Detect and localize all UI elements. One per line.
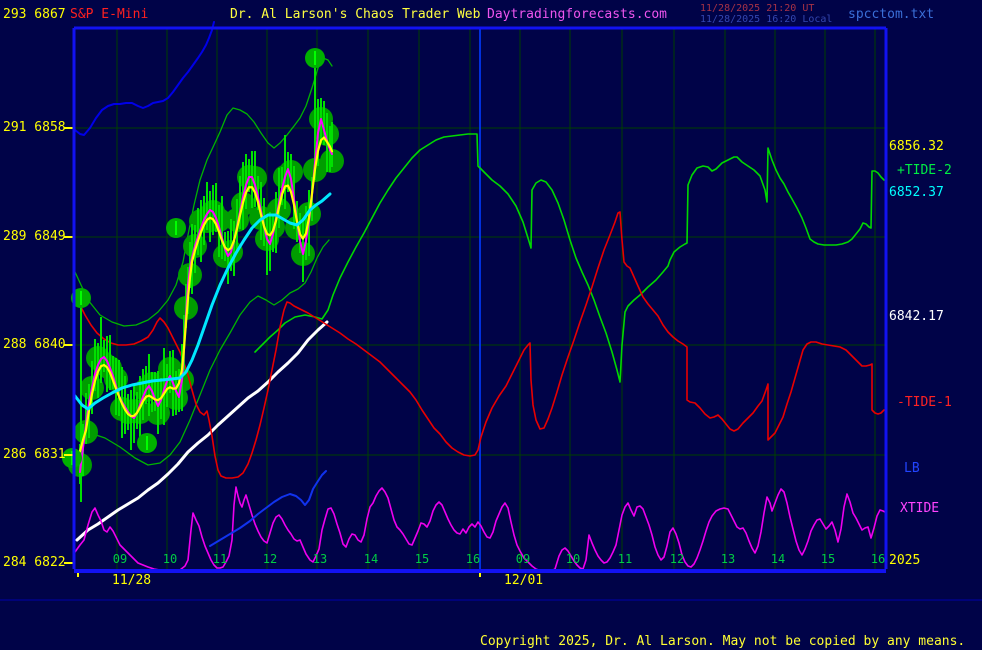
right-label-6852-37: 6852.37 [889, 185, 944, 200]
hour-tick-label: 09 [112, 552, 128, 566]
year-label: 2025 [889, 553, 921, 568]
right-label-6842-17: 6842.17 [889, 309, 944, 324]
timestamp-ut: 11/28/2025 21:20 UT [700, 3, 815, 14]
hour-tick-label: 15 [820, 552, 836, 566]
data-file-label: spcctom.txt [848, 7, 935, 22]
hour-tick-label: 10 [162, 552, 178, 566]
hour-tick-label: 16 [465, 552, 481, 566]
hour-tick-label: 11 [212, 552, 228, 566]
hour-tick-label: 13 [312, 552, 328, 566]
hour-tick-label: 12 [669, 552, 685, 566]
right-label--tide-1: -TIDE-1 [897, 395, 952, 410]
y-axis-label: 284 6822 [3, 555, 66, 570]
y-axis-label: 291 6858 [3, 120, 66, 135]
y-axis-label: 293 6867 [3, 7, 66, 22]
right-label-6856-32: 6856.32 [889, 139, 944, 154]
site-link: Daytradingforecasts.com [487, 7, 668, 22]
hour-tick-label: 15 [414, 552, 430, 566]
date-label-1128: 11/28 [112, 573, 152, 588]
symbol-label: S&P E-Mini [70, 7, 149, 22]
y-axis-label: 286 6831 [3, 447, 66, 462]
hour-tick-label: 12 [262, 552, 278, 566]
y-axis-label: 289 6849 [3, 229, 66, 244]
timestamp-local: 11/28/2025 16:20 Local [700, 14, 833, 25]
hour-tick-label: 14 [770, 552, 786, 566]
page-title: Dr. Al Larson's Chaos Trader Web [230, 7, 481, 22]
right-label-xtide: XTIDE [900, 501, 940, 516]
hour-tick-label: 14 [363, 552, 379, 566]
hour-tick-label: 16 [870, 552, 886, 566]
right-label-lb: LB [904, 461, 920, 476]
y-axis-label: 288 6840 [3, 337, 66, 352]
date-label-1201: 12/01 [504, 573, 544, 588]
right-label--tide-2: +TIDE-2 [897, 163, 952, 178]
hour-tick-label: 10 [565, 552, 581, 566]
copyright-notice: Copyright 2025, Dr. Al Larson. May not b… [480, 634, 966, 649]
hour-tick-label: 13 [720, 552, 736, 566]
hour-tick-label: 09 [515, 552, 531, 566]
hour-tick-label: 11 [617, 552, 633, 566]
